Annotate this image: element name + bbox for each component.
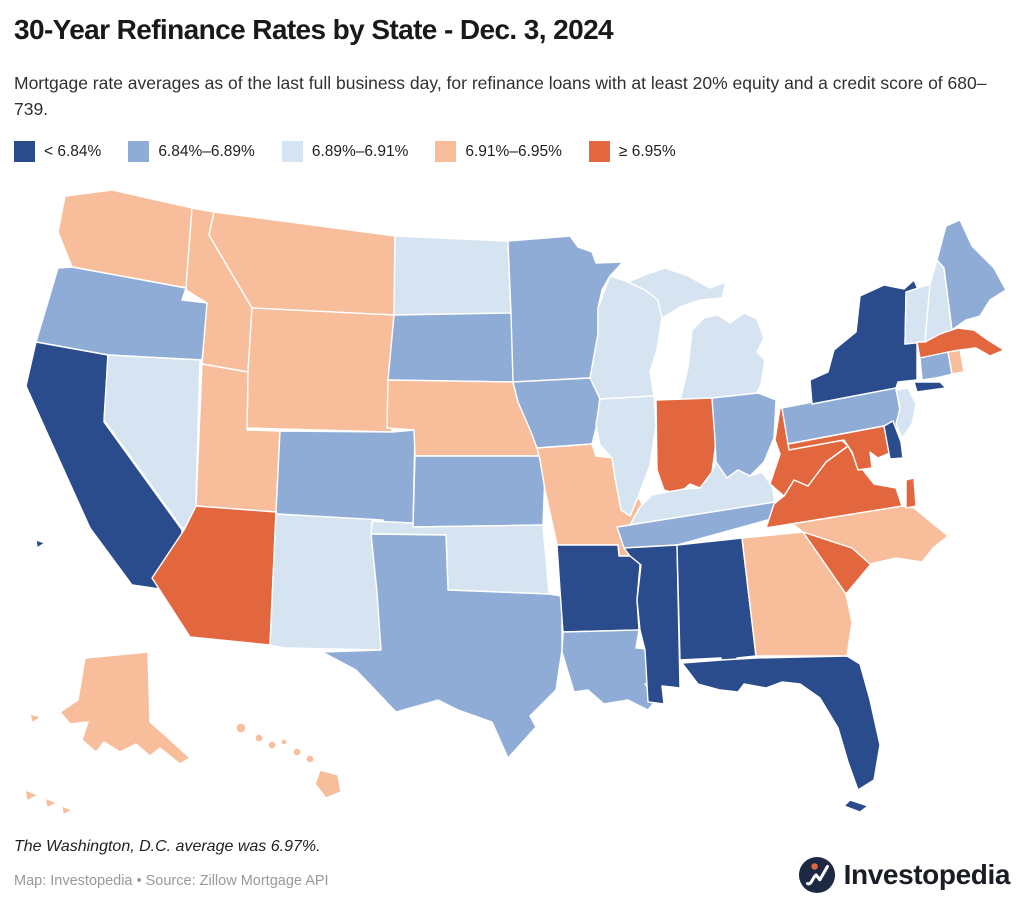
legend-swatch-2 — [128, 141, 150, 162]
legend-item-2: 6.84%–6.89% — [128, 141, 255, 162]
subtitle: Mortgage rate averages as of the last fu… — [14, 73, 987, 119]
state-nc[interactable] — [765, 505, 949, 565]
legend-label-4: 6.91%–6.95% — [465, 142, 562, 160]
legend-item-3: 6.89%–6.91% — [281, 141, 409, 162]
investopedia-logo-text: Investopedia — [843, 859, 1011, 890]
legend: < 6.84% 6.84%–6.89% 6.89%–6.91% 6.91%–6.… — [14, 141, 676, 162]
state-ks[interactable] — [412, 455, 546, 528]
state-me[interactable] — [936, 219, 1007, 331]
legend-label-1: < 6.84% — [44, 142, 102, 160]
state-ky[interactable] — [629, 461, 776, 526]
state-ak[interactable] — [24, 651, 191, 816]
page-title: 30-Year Refinance Rates by State - Dec. … — [14, 14, 614, 45]
state-sd[interactable] — [387, 312, 517, 383]
legend-label-2: 6.84%–6.89% — [158, 142, 255, 160]
state-ms[interactable] — [623, 544, 681, 705]
legend-swatch-3 — [281, 141, 303, 162]
investopedia-logo: Investopedia — [798, 856, 1010, 894]
map-source-credit: Map: Investopedia • Source: Zillow Mortg… — [14, 873, 329, 889]
state-co[interactable] — [275, 429, 416, 528]
legend-swatch-1 — [14, 141, 35, 162]
state-oh[interactable] — [711, 392, 777, 479]
state-ri[interactable] — [947, 349, 965, 375]
state-de[interactable] — [883, 420, 904, 460]
dc-average-note: The Washington, D.C. average was 6.97%. — [14, 838, 321, 855]
state-nd[interactable] — [393, 235, 512, 316]
legend-item-1: < 6.84% — [14, 141, 101, 162]
state-wy[interactable] — [246, 307, 395, 433]
state-tx[interactable] — [321, 533, 563, 759]
state-la[interactable] — [561, 629, 662, 711]
legend-swatch-4 — [435, 141, 457, 162]
state-fl[interactable] — [681, 655, 881, 813]
state-nm[interactable] — [269, 511, 384, 651]
state-ct[interactable] — [919, 351, 953, 381]
legend-swatch-5 — [588, 141, 610, 162]
state-hi[interactable] — [235, 722, 342, 799]
legend-item-4: 6.91%–6.95% — [435, 141, 562, 162]
legend-label-5: ≥ 6.95% — [618, 142, 676, 160]
legend-item-5: ≥ 6.95% — [588, 141, 676, 162]
legend-label-3: 6.89%–6.91% — [311, 142, 409, 160]
state-nj[interactable] — [895, 387, 917, 439]
investopedia-logo-icon — [798, 856, 835, 894]
state-ny[interactable] — [809, 279, 947, 405]
